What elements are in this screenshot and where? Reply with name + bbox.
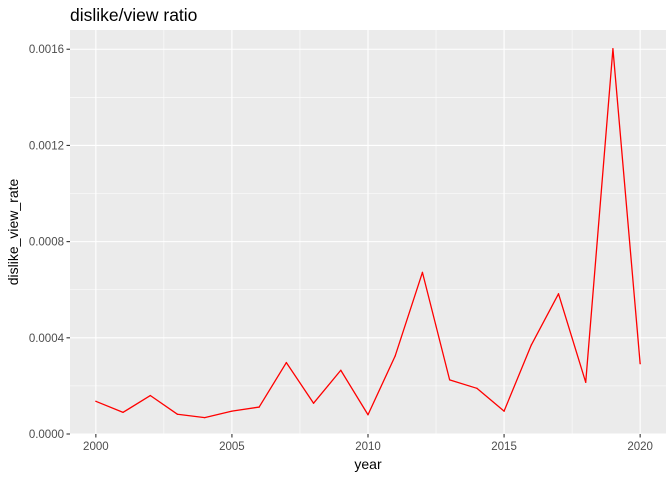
data-point bbox=[367, 414, 369, 416]
data-point bbox=[95, 400, 97, 402]
data-point bbox=[312, 402, 315, 404]
data-point bbox=[612, 48, 614, 50]
data-point bbox=[122, 411, 124, 414]
data-point bbox=[394, 355, 396, 357]
x-tick-label: 2010 bbox=[355, 441, 381, 453]
x-axis: 2000 2005 2010 2015 2020 bbox=[83, 434, 653, 453]
data-point bbox=[503, 410, 505, 412]
data-point bbox=[285, 361, 288, 364]
y-tick-label: 0.0016 bbox=[29, 44, 64, 56]
data-point bbox=[585, 381, 587, 383]
y-tick-label: 0.0012 bbox=[29, 140, 64, 152]
x-tick-label: 2000 bbox=[83, 441, 109, 453]
data-point bbox=[149, 394, 151, 397]
y-axis: 0.0000 0.0004 0.0008 0.0012 0.0016 bbox=[29, 44, 70, 441]
y-tick-label: 0.0008 bbox=[29, 237, 64, 249]
data-point bbox=[231, 410, 233, 412]
y-tick-label: 0.0004 bbox=[29, 333, 65, 345]
data-point bbox=[476, 387, 478, 389]
data-point bbox=[421, 271, 424, 274]
data-point bbox=[557, 293, 560, 295]
y-axis-title: dislike_view_rate bbox=[5, 178, 21, 285]
data-point bbox=[448, 379, 451, 381]
data-point bbox=[340, 369, 342, 371]
chart-title: dislike/view ratio bbox=[70, 5, 197, 25]
data-point bbox=[258, 406, 260, 408]
series-layer bbox=[95, 48, 641, 419]
x-tick-label: 2015 bbox=[491, 441, 517, 453]
major-gridlines bbox=[70, 30, 666, 435]
data-point bbox=[639, 363, 641, 365]
data-point bbox=[204, 416, 206, 419]
x-axis-title: year bbox=[354, 456, 382, 472]
x-tick-label: 2020 bbox=[627, 441, 653, 453]
data-point bbox=[176, 413, 179, 415]
y-tick-label: 0.0000 bbox=[29, 429, 64, 441]
data-point bbox=[530, 344, 532, 346]
x-tick-label: 2005 bbox=[219, 441, 245, 453]
